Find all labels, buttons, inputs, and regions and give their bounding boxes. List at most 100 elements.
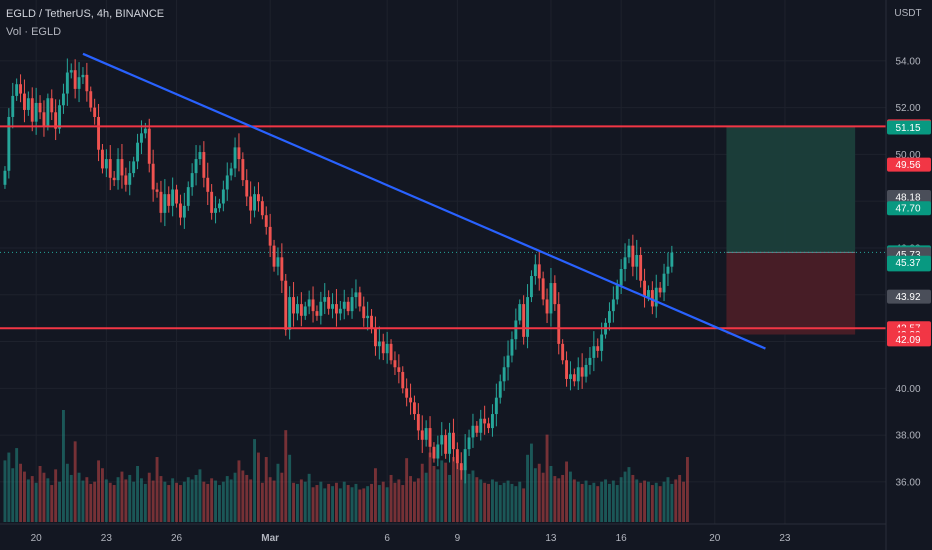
candle xyxy=(214,196,217,224)
candle xyxy=(623,243,627,282)
volume-bar xyxy=(124,479,128,522)
volume-bar xyxy=(62,410,65,522)
volume-bar xyxy=(541,472,545,522)
candle-body xyxy=(514,320,518,340)
candle xyxy=(175,184,178,208)
candle-body xyxy=(580,367,584,377)
candle xyxy=(93,98,97,125)
time-tick-label: 23 xyxy=(101,533,113,544)
candle-body xyxy=(311,299,315,312)
price-badge-box xyxy=(887,201,931,216)
candle xyxy=(65,58,69,106)
volume-bar xyxy=(623,471,627,522)
candle xyxy=(257,182,260,212)
price-badge: 45.37 xyxy=(887,255,931,270)
candle xyxy=(280,243,284,293)
volume-bar xyxy=(604,479,607,522)
volume-bar xyxy=(557,478,561,522)
candle xyxy=(448,422,451,463)
candle xyxy=(666,252,670,286)
candle xyxy=(218,198,221,213)
candle xyxy=(502,356,506,391)
candle-body xyxy=(483,418,487,424)
volume-bar xyxy=(299,479,303,522)
volume-bar xyxy=(498,485,502,522)
candle xyxy=(370,309,373,334)
volume-bar xyxy=(58,481,61,522)
candle-body xyxy=(69,70,73,73)
volume-bar xyxy=(385,487,389,522)
candle xyxy=(15,78,19,101)
time-tick-label: Mar xyxy=(261,533,279,544)
candle-body xyxy=(202,152,206,178)
candle xyxy=(635,239,639,280)
price-badge-label: 47.70 xyxy=(895,204,920,215)
volume-bar xyxy=(155,457,159,522)
volume-bar xyxy=(260,482,264,522)
candle-body xyxy=(81,74,85,78)
volume-bar xyxy=(93,481,97,522)
volume-bar xyxy=(420,463,424,522)
candle xyxy=(381,333,385,361)
volume-bar xyxy=(565,461,568,522)
volume-bar xyxy=(292,482,295,522)
candle xyxy=(639,247,643,288)
volume-bar xyxy=(549,466,553,522)
candle-body xyxy=(62,93,65,106)
volume-bar xyxy=(54,469,58,522)
candle-body xyxy=(26,98,30,110)
candle xyxy=(108,145,112,191)
volume-bar xyxy=(619,477,623,522)
candle-body xyxy=(34,102,38,122)
volume-bar xyxy=(510,483,514,522)
candle-body xyxy=(307,299,311,307)
candle-body xyxy=(171,189,175,206)
volume-bar xyxy=(210,478,214,522)
candle-body xyxy=(116,159,120,181)
candle xyxy=(124,167,128,192)
candle-body xyxy=(639,254,643,281)
volume-bar xyxy=(678,474,682,522)
volume-bar xyxy=(307,473,311,522)
candle xyxy=(284,273,288,336)
candle-body xyxy=(77,77,81,89)
candle xyxy=(401,366,405,394)
volume-bar xyxy=(116,477,120,522)
volume-bar xyxy=(635,479,639,522)
volume-bar xyxy=(69,474,73,522)
volume-bar xyxy=(600,481,604,522)
volume-bar xyxy=(436,469,440,522)
candle-body xyxy=(167,194,171,206)
candle-body xyxy=(190,173,194,188)
volume-bar xyxy=(101,468,104,522)
candle xyxy=(619,259,623,295)
volume-bar xyxy=(342,481,346,522)
volume-bar xyxy=(405,458,409,522)
volume-bar xyxy=(615,485,619,522)
candle xyxy=(3,166,7,189)
volume-bar xyxy=(284,430,288,522)
volume-bar xyxy=(588,485,592,522)
volume-bar xyxy=(264,457,268,522)
candle-body xyxy=(198,152,202,160)
price-badge: 49.56 xyxy=(887,157,931,172)
volume-bar xyxy=(296,483,299,522)
candle-body xyxy=(463,449,467,471)
candle-body xyxy=(643,280,646,298)
candle-body xyxy=(569,374,572,379)
candle xyxy=(498,374,502,404)
candle xyxy=(206,162,210,206)
volume-bar xyxy=(19,463,22,522)
candle xyxy=(350,288,354,319)
volume-bar xyxy=(666,477,670,522)
candle-body xyxy=(58,105,61,129)
candle xyxy=(268,213,272,257)
candle-body xyxy=(163,194,167,213)
price-badge-box xyxy=(887,120,931,135)
candle-body xyxy=(30,98,34,122)
volume-bar xyxy=(389,474,393,522)
candle xyxy=(428,416,432,458)
candle-body xyxy=(73,70,77,89)
price-badge-box xyxy=(887,289,931,304)
